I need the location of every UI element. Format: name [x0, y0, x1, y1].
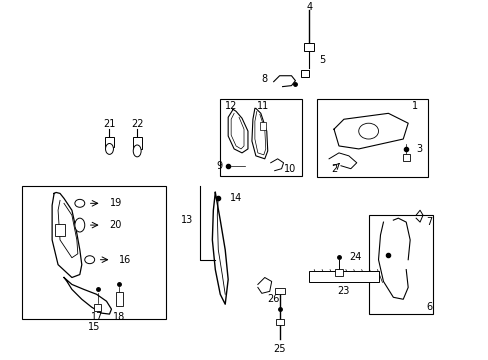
Bar: [259, 122, 265, 130]
Text: 16: 16: [119, 255, 131, 265]
Text: 4: 4: [305, 3, 312, 13]
Text: 15: 15: [87, 322, 100, 332]
Text: 21: 21: [103, 119, 116, 129]
Text: 12: 12: [224, 102, 237, 111]
Ellipse shape: [358, 123, 378, 139]
Text: 24: 24: [348, 252, 361, 262]
Ellipse shape: [105, 144, 113, 154]
Bar: [220, 99, 302, 176]
Text: 17: 17: [91, 312, 103, 322]
Bar: [94, 304, 101, 311]
Ellipse shape: [133, 145, 141, 157]
Text: 9: 9: [216, 161, 222, 171]
Text: 13: 13: [181, 215, 193, 225]
Bar: [308, 271, 378, 283]
Bar: [55, 224, 65, 236]
Bar: [402, 154, 409, 161]
Text: 5: 5: [319, 55, 325, 65]
Text: 19: 19: [109, 198, 122, 208]
Bar: [274, 288, 284, 294]
Text: 3: 3: [415, 144, 421, 154]
Bar: [22, 185, 165, 319]
Ellipse shape: [84, 256, 95, 264]
Text: 18: 18: [113, 312, 125, 322]
Text: 10: 10: [283, 164, 295, 174]
Text: 20: 20: [109, 220, 122, 230]
Text: 23: 23: [337, 286, 349, 296]
Bar: [116, 292, 122, 306]
Bar: [368, 215, 432, 314]
Bar: [275, 319, 283, 325]
Bar: [304, 43, 314, 51]
Bar: [105, 136, 114, 148]
Text: 1: 1: [411, 102, 417, 112]
Text: 14: 14: [230, 193, 242, 203]
Text: 22: 22: [131, 119, 143, 129]
Bar: [317, 99, 427, 177]
Text: 6: 6: [425, 302, 431, 312]
Text: 8: 8: [261, 74, 267, 84]
Text: 2: 2: [330, 164, 337, 174]
Text: 25: 25: [273, 344, 285, 354]
Text: 26: 26: [266, 294, 279, 304]
Bar: [132, 136, 142, 149]
Ellipse shape: [75, 199, 84, 207]
Ellipse shape: [75, 218, 84, 232]
Text: 11: 11: [256, 102, 268, 111]
Bar: [301, 70, 308, 77]
Bar: [334, 269, 342, 276]
Text: 7: 7: [425, 217, 431, 227]
